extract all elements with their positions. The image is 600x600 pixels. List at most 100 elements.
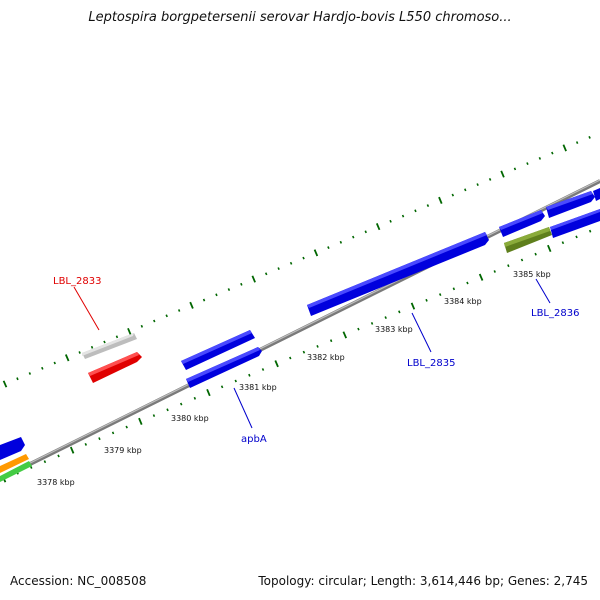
gene-upper-3[interactable] bbox=[546, 191, 595, 218]
ruler-major-tick bbox=[478, 273, 484, 281]
gene-lbl-2833[interactable] bbox=[88, 352, 142, 383]
ruler-minor-tick bbox=[520, 258, 524, 262]
ruler-major-tick bbox=[274, 360, 279, 368]
ruler-major-tick bbox=[313, 249, 319, 257]
ruler-minor-tick bbox=[43, 460, 47, 464]
ruler-minor-tick bbox=[398, 310, 401, 314]
ruler-minor-tick bbox=[78, 351, 81, 354]
ruler-minor-tick bbox=[588, 135, 591, 139]
ruler-minor-tick bbox=[227, 288, 231, 292]
ruler-minor-tick bbox=[289, 356, 292, 360]
tick-label: 3379 kbp bbox=[104, 446, 142, 455]
ruler-minor-tick bbox=[316, 344, 319, 348]
ruler-minor-tick bbox=[140, 324, 144, 328]
ruler-minor-tick bbox=[234, 379, 237, 383]
ruler-minor-tick bbox=[370, 321, 374, 325]
ruler-minor-tick bbox=[53, 361, 56, 365]
ruler-minor-tick bbox=[111, 431, 115, 435]
ruler-minor-tick bbox=[248, 373, 251, 377]
ruler-major-tick bbox=[189, 301, 194, 309]
gene-upper-1[interactable] bbox=[181, 330, 255, 370]
ruler-minor-tick bbox=[202, 298, 206, 302]
gene-upper-5[interactable] bbox=[550, 209, 600, 238]
ruler-minor-tick bbox=[264, 272, 268, 276]
accession-label: Accession: NC_008508 bbox=[10, 574, 147, 588]
gene-label-lbl-2836[interactable]: LBL_2836 bbox=[531, 308, 579, 319]
gene-left-blue[interactable] bbox=[0, 437, 25, 460]
map-title: Leptospira borgpetersenii serovar Hardjo… bbox=[88, 10, 512, 25]
ruler-minor-tick bbox=[193, 396, 197, 400]
ruler-minor-tick bbox=[177, 309, 181, 312]
gene-left-orange[interactable] bbox=[0, 454, 29, 473]
gene-left-green[interactable] bbox=[0, 461, 32, 482]
gene-upper-4[interactable] bbox=[593, 188, 600, 201]
ruler-minor-tick bbox=[277, 267, 280, 271]
ruler-major-tick bbox=[410, 302, 416, 310]
ruler-major-tick bbox=[2, 380, 8, 388]
ruler-minor-tick bbox=[451, 193, 455, 197]
inner-ruler bbox=[1, 229, 592, 483]
leader-lbl-2836 bbox=[535, 278, 551, 304]
ruler-minor-tick bbox=[438, 293, 442, 297]
ruler-minor-tick bbox=[466, 281, 469, 285]
ruler-minor-tick bbox=[561, 241, 565, 245]
chromosome-backbone bbox=[0, 179, 600, 481]
gene-label-lbl-2835[interactable]: LBL_2835 bbox=[407, 358, 455, 369]
ruler-minor-tick bbox=[16, 377, 19, 381]
topology-label: Topology: circular; Length: 3,614,446 bp… bbox=[258, 574, 588, 588]
ruler-minor-tick bbox=[215, 293, 218, 297]
ruler-major-tick bbox=[64, 354, 70, 362]
tick-label: 3384 kbp bbox=[444, 297, 482, 306]
gene-apba[interactable] bbox=[186, 347, 262, 388]
ruler-minor-tick bbox=[289, 261, 293, 265]
ruler-minor-tick bbox=[476, 183, 479, 187]
gene-lbl-2835[interactable] bbox=[307, 232, 489, 316]
ruler-minor-tick bbox=[41, 366, 44, 370]
ruler-major-tick bbox=[206, 388, 211, 397]
ruler-major-tick bbox=[547, 244, 552, 253]
gene-label-lbl-2833[interactable]: LBL_2833 bbox=[53, 276, 101, 287]
tick-label: 3380 kbp bbox=[171, 414, 209, 423]
gene-lbl-2836[interactable] bbox=[504, 227, 552, 253]
ruler-minor-tick bbox=[179, 402, 183, 406]
tick-label: 3378 kbp bbox=[37, 478, 75, 487]
ruler-minor-tick bbox=[401, 214, 405, 218]
ruler-minor-tick bbox=[389, 219, 392, 223]
ruler-minor-tick bbox=[261, 368, 265, 371]
ruler-minor-tick bbox=[425, 298, 428, 302]
ruler-minor-tick bbox=[84, 442, 88, 446]
ruler-minor-tick bbox=[220, 385, 224, 389]
ruler-minor-tick bbox=[575, 141, 579, 145]
ruler-minor-tick bbox=[493, 270, 496, 273]
ruler-minor-tick bbox=[329, 339, 333, 343]
ruler-major-tick bbox=[138, 417, 143, 425]
ruler-minor-tick bbox=[452, 287, 456, 291]
ruler-minor-tick bbox=[240, 282, 243, 286]
ruler-major-tick bbox=[375, 223, 381, 231]
ruler-minor-tick bbox=[414, 209, 417, 213]
ruler-minor-tick bbox=[513, 167, 517, 171]
ruler-minor-tick bbox=[507, 264, 510, 268]
gene-label-apba[interactable]: apbA bbox=[241, 434, 267, 445]
gene-lbl-2833-pseudo[interactable] bbox=[82, 333, 137, 359]
ruler-major-tick bbox=[500, 170, 505, 178]
ruler-minor-tick bbox=[352, 235, 355, 239]
tick-label: 3383 kbp bbox=[375, 325, 413, 334]
ruler-minor-tick bbox=[57, 454, 60, 458]
ruler-minor-tick bbox=[384, 316, 387, 320]
outer-ruler bbox=[2, 135, 591, 388]
ruler-minor-tick bbox=[166, 408, 169, 412]
ruler-minor-tick bbox=[339, 240, 343, 244]
ruler-major-tick bbox=[127, 327, 132, 336]
ruler-minor-tick bbox=[551, 151, 554, 155]
tick-label: 3382 kbp bbox=[307, 353, 345, 362]
ruler-major-tick bbox=[342, 331, 348, 339]
gene-upper-2[interactable] bbox=[499, 210, 545, 237]
ruler-minor-tick bbox=[364, 230, 367, 234]
ruler-minor-tick bbox=[30, 466, 33, 469]
tick-label: 3385 kbp bbox=[513, 270, 551, 279]
ruler-minor-tick bbox=[538, 156, 542, 160]
ruler-minor-tick bbox=[103, 340, 106, 344]
ruler-minor-tick bbox=[302, 256, 305, 260]
